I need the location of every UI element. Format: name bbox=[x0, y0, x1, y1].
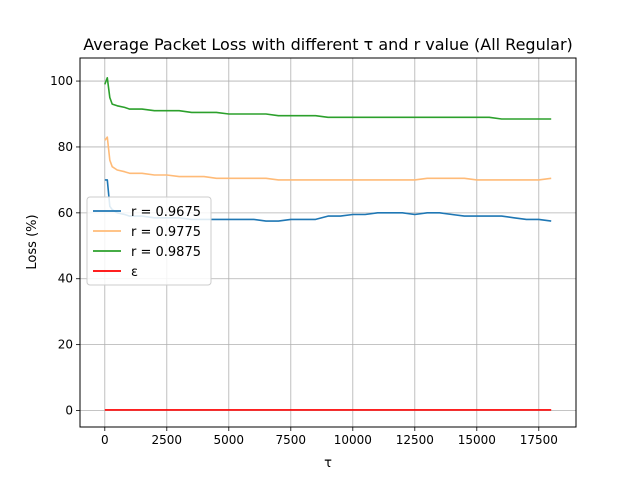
y-tick-label: 100 bbox=[50, 74, 73, 88]
chart-title: Average Packet Loss with different τ and… bbox=[83, 35, 573, 54]
legend-box bbox=[86, 196, 212, 286]
x-axis-label: τ bbox=[324, 456, 332, 471]
y-tick-label: 0 bbox=[65, 404, 73, 418]
x-tick-label: 15000 bbox=[458, 433, 496, 447]
x-tick-label: 17500 bbox=[520, 433, 558, 447]
plot-frame bbox=[79, 57, 577, 428]
y-axis-label: Loss (%) bbox=[25, 214, 40, 269]
legend-label-3: r = 0.9875 bbox=[131, 245, 201, 260]
legend: r = 0.9675 r = 0.9775 r = 0.9875 ε bbox=[86, 196, 212, 286]
axis-ticks: 0 2500 5000 7500 10000 12500 15000 17500 0 20 40 60… bbox=[50, 74, 558, 447]
x-tick-label: 0 bbox=[101, 433, 109, 447]
legend-label-4: ε bbox=[131, 265, 138, 280]
series-lines bbox=[104, 77, 552, 411]
x-tick-label: 5000 bbox=[214, 433, 245, 447]
series-line-2 bbox=[104, 136, 552, 181]
y-tick-label: 60 bbox=[58, 206, 73, 220]
legend-label-1: r = 0.9675 bbox=[131, 205, 201, 220]
x-tick-label: 2500 bbox=[152, 433, 183, 447]
legend-label-2: r = 0.9775 bbox=[131, 225, 201, 240]
x-tick-label: 12500 bbox=[396, 433, 434, 447]
y-tick-label: 80 bbox=[58, 140, 73, 154]
y-tick-label: 20 bbox=[58, 338, 73, 352]
series-line-3 bbox=[104, 77, 552, 120]
x-tick-label: 10000 bbox=[334, 433, 372, 447]
x-tick-label: 7500 bbox=[276, 433, 307, 447]
y-tick-label: 40 bbox=[58, 272, 73, 286]
